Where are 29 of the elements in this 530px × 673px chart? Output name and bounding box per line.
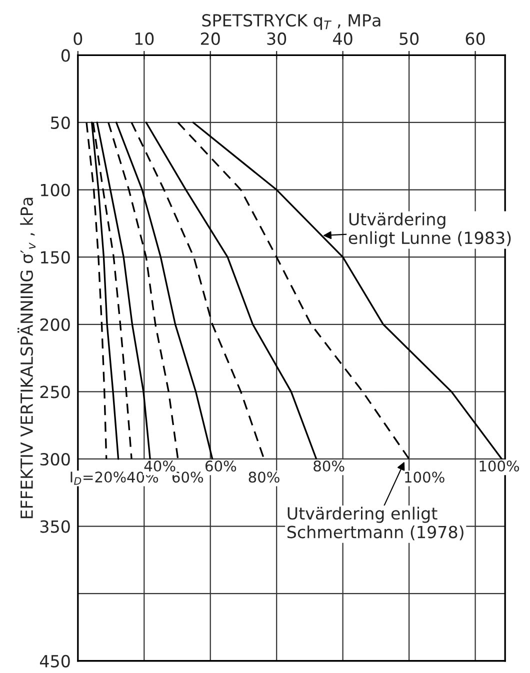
annotation: 80% (248, 472, 280, 483)
y-tick-label: 350 (40, 520, 70, 533)
x-tick-label: 40 (333, 32, 352, 46)
y-tick-label: 300 (40, 452, 70, 466)
x-tick-label: 20 (200, 32, 220, 46)
y-tick-label: 250 (40, 386, 70, 398)
annotation: 100% (480, 460, 520, 472)
x-tick-label: 30 (267, 32, 286, 46)
annotation: 60% (206, 460, 236, 472)
y-tick-label: 150 (40, 251, 70, 264)
annotation: I$_{D}$=20% (70, 472, 126, 485)
x-tick-label: 10 (135, 32, 154, 46)
y-axis-title: EFFEKTIV VERTIKALSPÄNNING σ′$_{v}$ , kPa (18, 198, 36, 518)
x-axis-title: SPETSTRYCK q$_{T}$ , MPa (202, 14, 380, 30)
annotation: 40% (144, 460, 176, 472)
x-tick-label: 60 (466, 32, 485, 46)
x-tick-label: 0 (74, 32, 82, 46)
annotation: 100% (405, 472, 444, 483)
x-tick-label: 50 (400, 32, 419, 46)
line-series (86, 122, 108, 460)
y-tick-label: 0 (61, 49, 70, 62)
y-tick-label: 50 (51, 116, 70, 130)
annotation: 80% (314, 460, 344, 472)
annotation: Utvärdering enligt Schmertmann (1978) (287, 506, 464, 540)
y-tick-label: 200 (40, 318, 70, 331)
y-tick-label: 450 (40, 654, 70, 668)
line-series (130, 122, 265, 460)
annotation: Utvärdering enligt Lunne (1983) (348, 212, 511, 248)
y-tick-label: 100 (40, 184, 70, 196)
